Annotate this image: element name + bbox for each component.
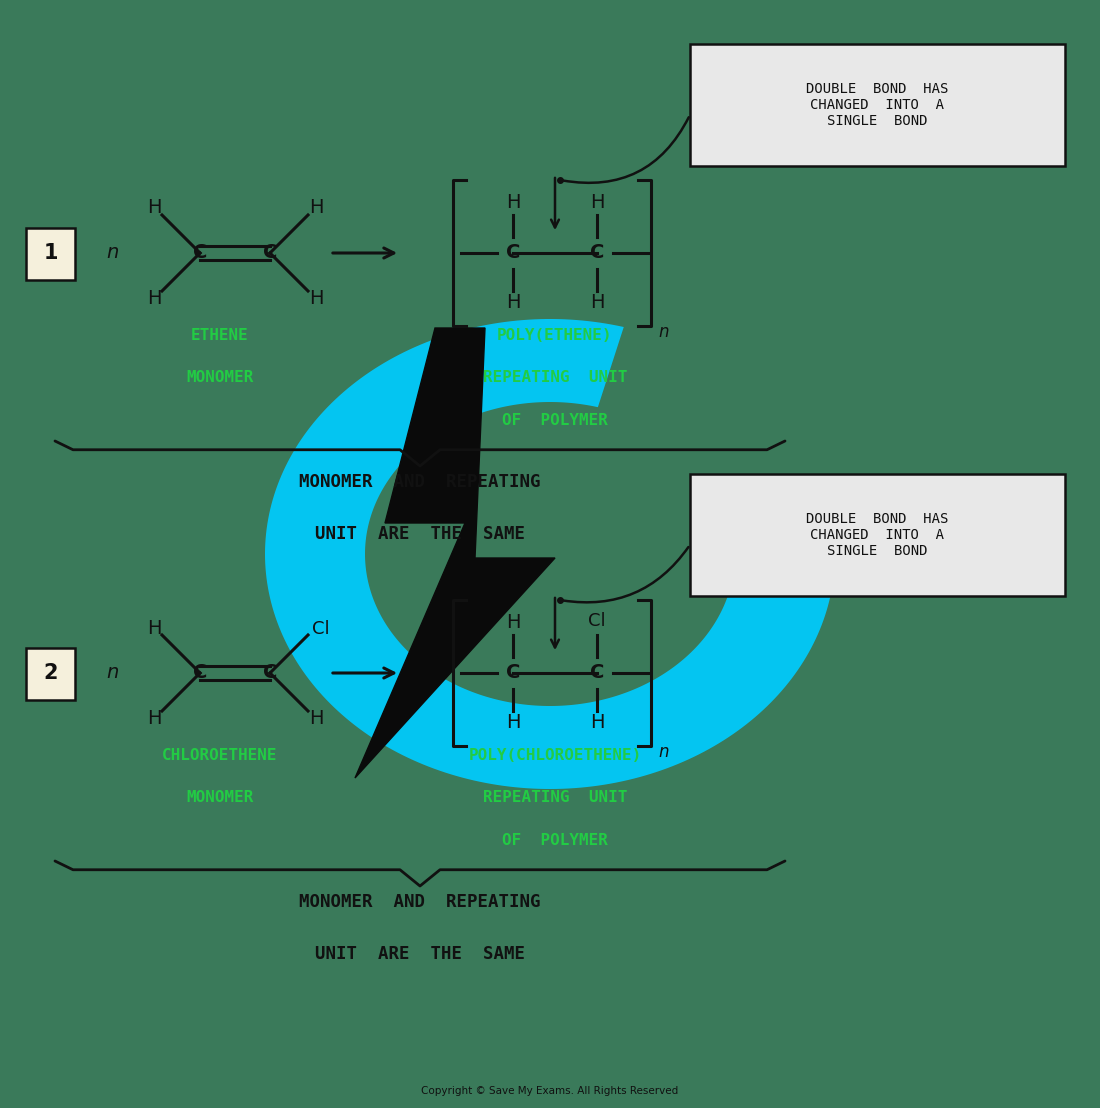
FancyBboxPatch shape [26,648,75,700]
Text: H: H [506,294,520,312]
Text: MONOMER: MONOMER [186,790,254,806]
Text: n: n [106,664,118,683]
Text: C: C [192,244,207,263]
Text: MONOMER  AND  REPEATING: MONOMER AND REPEATING [299,473,541,491]
Text: Cl: Cl [588,612,606,630]
Text: REPEATING  UNIT: REPEATING UNIT [483,790,627,806]
Text: C: C [263,664,277,683]
Text: DOUBLE  BOND  HAS
CHANGED  INTO  A
SINGLE  BOND: DOUBLE BOND HAS CHANGED INTO A SINGLE BO… [806,82,948,129]
Text: n: n [106,244,118,263]
Text: DOUBLE  BOND  HAS
CHANGED  INTO  A
SINGLE  BOND: DOUBLE BOND HAS CHANGED INTO A SINGLE BO… [806,512,948,558]
Text: C: C [506,664,520,683]
Text: H: H [146,198,162,217]
Text: REPEATING  UNIT: REPEATING UNIT [483,370,627,384]
Text: C: C [506,244,520,263]
Text: Copyright © Save My Exams. All Rights Reserved: Copyright © Save My Exams. All Rights Re… [421,1086,679,1096]
Text: UNIT  ARE  THE  SAME: UNIT ARE THE SAME [315,945,525,963]
Text: Cl: Cl [312,620,330,638]
Text: C: C [192,664,207,683]
Text: CHLOROETHENE: CHLOROETHENE [163,748,277,763]
Text: H: H [309,198,323,217]
FancyBboxPatch shape [690,474,1065,596]
Text: H: H [590,294,604,312]
Text: C: C [263,244,277,263]
Text: H: H [590,194,604,213]
Text: H: H [309,708,323,728]
Text: C: C [590,664,604,683]
Text: ETHENE: ETHENE [191,328,249,343]
FancyBboxPatch shape [26,228,75,280]
Text: H: H [309,288,323,308]
Text: n: n [658,743,669,761]
Polygon shape [265,319,835,789]
Text: n: n [658,324,669,341]
Text: MONOMER: MONOMER [186,370,254,384]
Text: H: H [506,714,520,732]
Text: POLY(CHLOROETHENE): POLY(CHLOROETHENE) [469,748,641,763]
Text: C: C [590,244,604,263]
Text: 1: 1 [43,243,57,263]
Text: H: H [146,708,162,728]
Text: H: H [590,714,604,732]
Text: UNIT  ARE  THE  SAME: UNIT ARE THE SAME [315,525,525,543]
Text: OF  POLYMER: OF POLYMER [502,833,608,848]
Text: H: H [146,288,162,308]
Polygon shape [355,328,556,778]
FancyBboxPatch shape [690,44,1065,166]
Text: OF  POLYMER: OF POLYMER [502,413,608,428]
Text: H: H [506,614,520,633]
Text: H: H [506,194,520,213]
Text: MONOMER  AND  REPEATING: MONOMER AND REPEATING [299,893,541,911]
Text: POLY(ETHENE): POLY(ETHENE) [497,328,613,343]
Text: H: H [146,618,162,637]
Text: 2: 2 [43,663,57,683]
